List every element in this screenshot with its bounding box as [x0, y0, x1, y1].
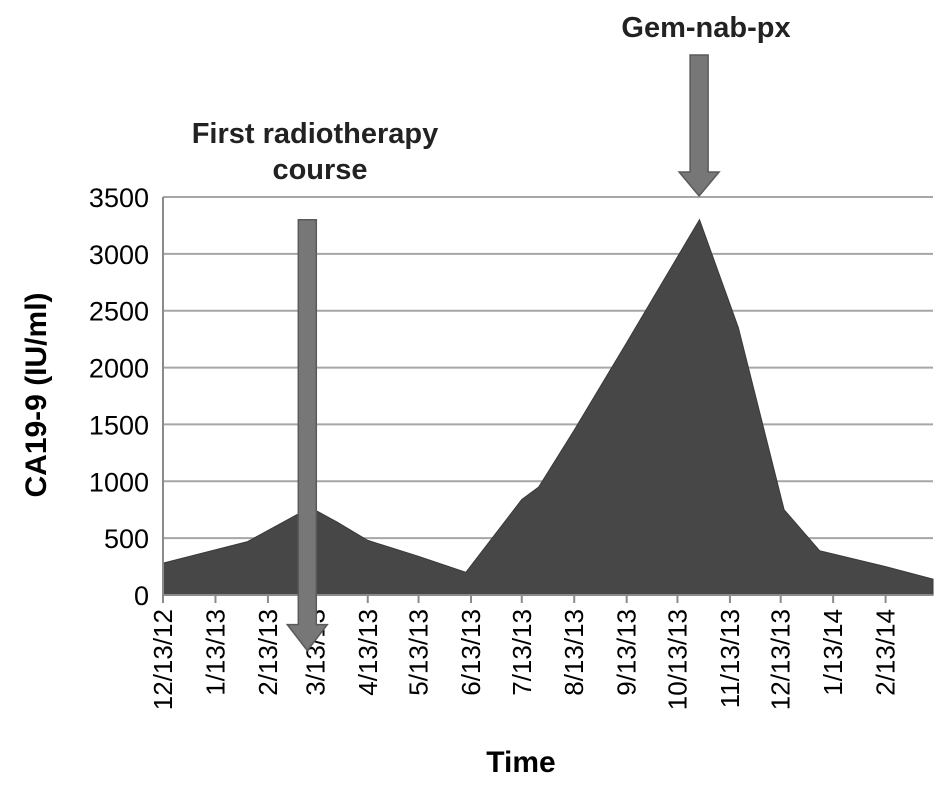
x-tick-labels: 12/13/12 1/13/13 2/13/13 3/13/13 4/13/13 5/13… [148, 595, 901, 710]
x-tick-label: 12/13/13 [766, 609, 796, 710]
x-tick-label: 6/13/13 [456, 609, 486, 696]
axes [162, 197, 933, 596]
x-tick-label: 2/13/14 [871, 609, 901, 696]
x-tick-label: 12/13/12 [148, 609, 178, 710]
arrow-radiotherapy-icon [285, 218, 329, 652]
y-tick-label: 2000 [89, 354, 149, 384]
annotation-radiotherapy-line2: course [272, 154, 367, 186]
y-tick-labels: 0 500 1000 1500 2000 2500 3000 3500 [89, 183, 149, 611]
y-tick-label: 0 [134, 581, 149, 611]
x-tick-label: 2/13/13 [253, 609, 283, 696]
y-tick-label: 1000 [89, 467, 149, 497]
y-tick-label: 2500 [89, 297, 149, 327]
y-tick-label: 3500 [89, 183, 149, 213]
annotation-gem-nab-px: Gem-nab-px [621, 12, 790, 44]
y-tick-label: 1500 [89, 410, 149, 440]
annotations: First radiotherapy course Gem-nab-px [192, 12, 791, 652]
x-tick-label: 10/13/13 [663, 609, 693, 710]
x-tick-label: 1/13/13 [201, 609, 231, 696]
x-tick-label: 7/13/13 [507, 609, 537, 696]
x-tick-label: 5/13/13 [404, 609, 434, 696]
x-tick-label: 11/13/13 [715, 609, 745, 708]
x-tick-label: 8/13/13 [559, 609, 589, 696]
x-tick-label: 9/13/13 [612, 609, 642, 696]
x-tick-label: 1/13/14 [818, 609, 848, 696]
x-tick-label: 4/13/13 [353, 609, 383, 696]
annotation-radiotherapy-line1: First radiotherapy [192, 118, 439, 150]
y-tick-label: 3000 [89, 240, 149, 270]
x-axis-title: Time [486, 746, 555, 779]
arrow-gem-nab-px-icon [677, 54, 721, 198]
y-tick-label: 500 [104, 524, 149, 554]
gridlines [163, 196, 933, 540]
y-axis-title: CA19-9 (IU/ml) [20, 292, 53, 497]
